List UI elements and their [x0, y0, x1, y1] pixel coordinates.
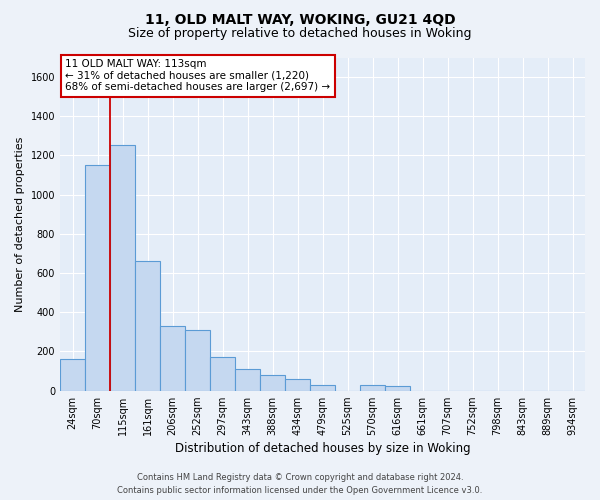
- Bar: [260, 375, 285, 390]
- Bar: [185, 330, 210, 390]
- Bar: [360, 385, 385, 390]
- Bar: [160, 326, 185, 390]
- Bar: [235, 369, 260, 390]
- Bar: [385, 386, 410, 390]
- Bar: [310, 385, 335, 390]
- Text: Size of property relative to detached houses in Woking: Size of property relative to detached ho…: [128, 28, 472, 40]
- Y-axis label: Number of detached properties: Number of detached properties: [15, 136, 25, 312]
- Text: 11, OLD MALT WAY, WOKING, GU21 4QD: 11, OLD MALT WAY, WOKING, GU21 4QD: [145, 12, 455, 26]
- Bar: [210, 358, 235, 390]
- Bar: [110, 144, 135, 390]
- Bar: [285, 379, 310, 390]
- Bar: [85, 166, 110, 390]
- Text: 11 OLD MALT WAY: 113sqm
← 31% of detached houses are smaller (1,220)
68% of semi: 11 OLD MALT WAY: 113sqm ← 31% of detache…: [65, 59, 331, 92]
- Bar: [135, 262, 160, 390]
- X-axis label: Distribution of detached houses by size in Woking: Distribution of detached houses by size …: [175, 442, 470, 455]
- Text: Contains HM Land Registry data © Crown copyright and database right 2024.
Contai: Contains HM Land Registry data © Crown c…: [118, 474, 482, 495]
- Bar: [60, 360, 85, 390]
